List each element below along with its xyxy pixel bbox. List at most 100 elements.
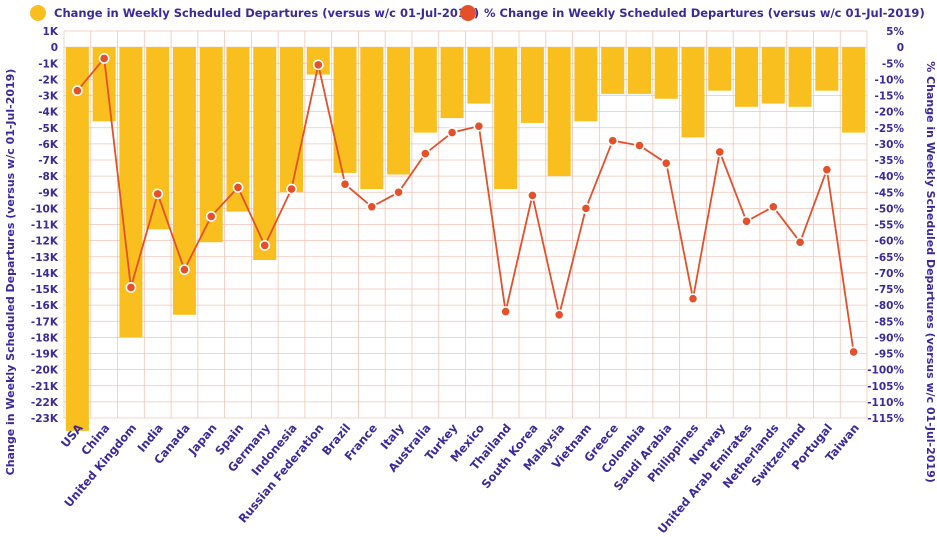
right-tick-label: -60% (875, 236, 905, 248)
bar-norway (708, 47, 732, 91)
left-tick-label: -9K (38, 187, 59, 199)
point-germany (259, 240, 271, 251)
bar-united-kingdom (119, 47, 143, 338)
right-axis-ticks: 5% 0 -5% -10% -15% -20% -25% -30% -35% -40% -45% -5… (867, 26, 904, 425)
right-tick-label: -95% (875, 349, 905, 361)
left-tick-label: -15K (31, 284, 59, 296)
left-tick-label: -22K (31, 397, 59, 409)
left-axis-ticks: 1K 0 -1K -2K -3K -4K -5K -6K -7K -8K -9K -10K -11K -1… (31, 26, 59, 425)
legend-label-bars: Change in Weekly Scheduled Departures (v… (54, 6, 479, 20)
point-taiwan (848, 346, 860, 358)
legend-marker-bars (30, 5, 46, 21)
point-indonesia (286, 183, 297, 195)
left-tick-label: -3K (38, 91, 59, 103)
point-malaysia (553, 309, 565, 321)
bar-thailand (494, 47, 518, 190)
right-tick-label: 0 (897, 42, 904, 54)
point-greece (607, 135, 619, 147)
bar-portugal (815, 47, 839, 91)
point-mexico (473, 120, 485, 132)
bar-australia (413, 47, 437, 133)
bar-taiwan (842, 47, 866, 133)
right-tick-label: -55% (875, 220, 905, 232)
right-tick-label: -100% (867, 365, 904, 377)
left-axis-title: Change in Weekly Scheduled Departures (v… (4, 69, 17, 476)
right-tick-label: -85% (875, 316, 905, 328)
bar-netherlands (761, 47, 785, 104)
point-usa (71, 85, 83, 97)
legend-marker-line (460, 5, 476, 21)
category-label-japan: Japan (185, 421, 220, 459)
point-switzerland (794, 236, 806, 248)
bar-indonesia (280, 47, 304, 193)
pct-change-line (76, 56, 855, 353)
grid (63, 30, 868, 419)
left-tick-label: -23K (31, 413, 59, 425)
point-india (152, 188, 164, 200)
point-colombia (634, 140, 645, 151)
bar-series (65, 47, 866, 431)
right-tick-label: -75% (875, 284, 905, 296)
bar-philippines (681, 47, 705, 138)
bar-saudi-arabia (654, 47, 678, 99)
line-series (71, 53, 860, 358)
bar-south-korea (520, 47, 544, 123)
point-turkey (446, 127, 458, 138)
point-canada (179, 264, 190, 276)
right-tick-label: -35% (875, 155, 905, 167)
right-tick-label: -30% (875, 139, 905, 151)
bar-germany (253, 47, 277, 260)
right-tick-label: -10% (875, 74, 905, 86)
right-tick-label: -110% (867, 397, 904, 409)
bar-spain (226, 47, 250, 212)
right-tick-label: -45% (875, 187, 905, 199)
bar-france (360, 47, 384, 190)
right-tick-label: -25% (875, 123, 905, 135)
left-tick-label: -13K (31, 252, 59, 264)
left-tick-label: -14K (31, 268, 59, 280)
point-south-korea (527, 190, 538, 201)
bar-usa (65, 47, 89, 431)
left-tick-label: -11K (31, 220, 59, 232)
legend: Change in Weekly Scheduled Departures (v… (30, 5, 925, 21)
legend-label-line: % Change in Weekly Scheduled Departures … (484, 6, 925, 20)
right-tick-label: -70% (875, 268, 905, 280)
bar-greece (601, 47, 625, 94)
point-australia (419, 148, 431, 159)
left-tick-label: 1K (43, 26, 59, 38)
left-tick-label: 0 (51, 42, 58, 54)
point-italy (393, 186, 404, 198)
left-tick-label: -4K (38, 107, 59, 119)
left-tick-label: -19K (31, 349, 59, 361)
bar-vietnam (574, 47, 598, 122)
bar-malaysia (547, 47, 571, 177)
point-china (98, 53, 110, 64)
right-tick-label: -105% (867, 381, 904, 393)
left-tick-label: -7K (38, 155, 59, 167)
point-brazil (339, 178, 351, 190)
left-tick-label: -10K (31, 203, 59, 215)
left-tick-label: -18K (31, 332, 59, 344)
point-spain (232, 182, 244, 193)
right-tick-label: -50% (875, 203, 905, 215)
right-tick-label: -20% (875, 107, 905, 119)
point-thailand (500, 306, 512, 317)
left-tick-label: -20K (31, 365, 59, 377)
right-tick-label: -80% (875, 300, 905, 312)
point-portugal (821, 164, 833, 176)
left-tick-label: -8K (38, 171, 59, 183)
point-saudi-arabia (660, 157, 672, 169)
point-netherlands (767, 201, 779, 213)
right-tick-label: 5% (886, 26, 904, 38)
bar-brazil (333, 47, 357, 173)
point-united-arab-emirates (741, 215, 752, 227)
point-united-kingdom (125, 281, 137, 293)
point-vietnam (580, 202, 592, 214)
right-tick-label: -40% (875, 171, 905, 183)
bar-united-arab-emirates (735, 47, 759, 107)
point-philippines (687, 293, 699, 305)
bar-mexico (467, 47, 491, 104)
right-tick-label: -5% (882, 58, 905, 70)
left-tick-label: -6K (38, 139, 59, 151)
